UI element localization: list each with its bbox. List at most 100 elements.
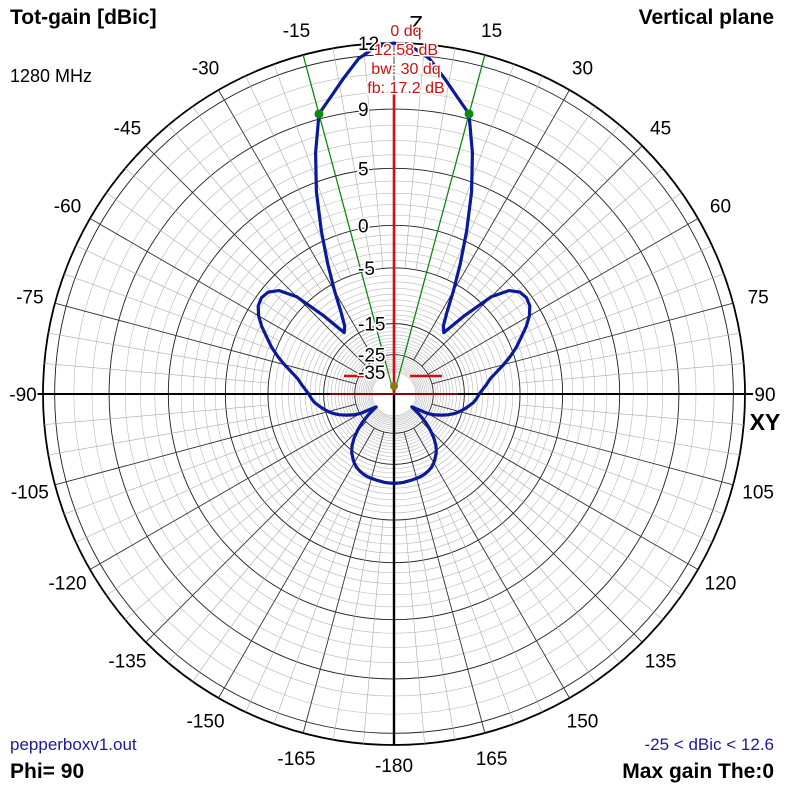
grid-spoke: [64, 436, 276, 515]
beamwidth-marker-dot: [464, 109, 474, 119]
grid-spoke: [512, 273, 724, 352]
grid-spoke: [273, 64, 352, 276]
frequency-label: 1280 MHz: [10, 66, 93, 86]
grid-spoke: [44, 404, 269, 425]
radial-tick-label: -15: [358, 315, 385, 336]
grid-spoke: [302, 431, 385, 734]
main-lobe-annotation: 0 dq: [390, 23, 421, 40]
grid-spoke: [446, 508, 543, 713]
grid-spoke: [490, 168, 664, 314]
grid-spoke: [64, 273, 276, 352]
angle-tick-label: 15: [481, 21, 502, 42]
grid-spoke: [218, 427, 375, 699]
chart-quantity-title: Tot-gain [dBic]: [10, 6, 157, 29]
grid-spoke: [218, 89, 375, 361]
origin-marker-dot: [390, 382, 398, 390]
grid-spoke: [508, 446, 713, 543]
grid-spoke: [404, 519, 425, 744]
grid-spoke: [145, 145, 367, 367]
grid-spoke: [413, 89, 570, 361]
grid-spoke: [431, 403, 734, 486]
grid-spoke: [518, 415, 740, 456]
grid-spoke: [44, 363, 269, 384]
grid-spoke: [427, 413, 699, 570]
main-lobe-annotation: fb: 17.2 dB: [367, 80, 444, 97]
angle-tick-label: 165: [476, 749, 508, 770]
phi-label: Phi= 90: [10, 760, 85, 783]
radial-tick-label: -25: [358, 346, 385, 367]
radial-tick-label: 12: [358, 34, 379, 55]
beamwidth-edge-line: [302, 54, 395, 395]
angle-tick-label: 90: [754, 385, 775, 406]
grid-spoke: [145, 421, 367, 643]
angle-tick-label: 75: [748, 287, 769, 308]
grid-spoke: [508, 245, 713, 342]
grid-spoke: [168, 490, 314, 664]
grid-spoke: [192, 497, 322, 682]
gain-range-label: -25 < dBic < 12.6: [644, 735, 774, 754]
angle-tick-label: -30: [192, 59, 219, 80]
grid-spoke: [332, 518, 373, 740]
radial-tick-label: 0: [358, 216, 369, 237]
grid-spoke: [474, 490, 620, 664]
angle-tick-label: -120: [48, 574, 86, 595]
grid-spoke: [512, 436, 724, 515]
radial-tick-label: -5: [358, 259, 375, 280]
grid-spoke: [519, 363, 744, 384]
grid-spoke: [403, 431, 486, 734]
grid-spoke: [363, 519, 384, 744]
beamwidth-edge-line: [393, 54, 486, 395]
angle-tick-label: 105: [742, 483, 774, 504]
angle-tick-label: 30: [572, 59, 593, 80]
grid-spoke: [75, 446, 280, 543]
grid-spoke: [89, 413, 361, 570]
angle-tick-label: -75: [16, 287, 43, 308]
grid-spoke: [436, 64, 515, 276]
angle-tick-label: -180: [375, 756, 413, 777]
grid-spoke: [466, 106, 596, 291]
grid-spoke: [421, 145, 643, 367]
beamwidth-marker-dot: [314, 109, 324, 119]
angle-tick-label: -105: [11, 483, 49, 504]
grid-spoke: [497, 466, 682, 596]
angle-tick-label: 45: [650, 118, 671, 139]
grid-spoke: [490, 474, 664, 620]
angle-tick-label: -90: [9, 385, 36, 406]
radial-tick-label: 5: [358, 159, 369, 180]
grid-spoke: [427, 218, 699, 375]
max-gain-label: Max gain The:0: [622, 760, 774, 783]
grid-spoke: [48, 415, 270, 456]
angle-tick-label: -150: [186, 711, 224, 732]
angle-tick-label: -135: [108, 652, 146, 673]
radiation-pattern-series: [256, 41, 532, 485]
angle-tick-label: -165: [277, 749, 315, 770]
main-lobe-annotation: bw: 30 dq: [371, 61, 440, 78]
grid-spoke: [474, 124, 620, 298]
angle-tick-label: -45: [114, 118, 141, 139]
file-name-label: pepperboxv1.out: [10, 735, 137, 754]
grid-spoke: [413, 427, 570, 699]
angle-tick-label: 135: [645, 652, 677, 673]
radial-tick-label: -35: [358, 363, 385, 384]
grid-spoke: [54, 403, 357, 486]
grid-spoke: [363, 44, 384, 269]
z-axis-label: Z: [409, 11, 423, 37]
grid-spoke: [519, 404, 744, 425]
grid-spoke: [421, 421, 643, 643]
grid-spoke: [124, 168, 298, 314]
grid-spoke: [54, 302, 357, 385]
grid-spoke: [431, 302, 734, 385]
grid-spoke: [245, 508, 342, 713]
grid-spoke: [436, 512, 515, 724]
grid-spoke: [168, 124, 314, 298]
radial-tick-label: 9: [358, 100, 369, 121]
grid-spoke: [124, 474, 298, 620]
chart-plane-title: Vertical plane: [638, 6, 774, 29]
xy-axis-label: XY: [750, 409, 781, 435]
main-lobe-annotation: 12.58 dB: [374, 42, 438, 59]
angle-tick-label: 60: [710, 197, 731, 218]
grid-spoke: [273, 512, 352, 724]
grid-spoke: [415, 518, 456, 740]
